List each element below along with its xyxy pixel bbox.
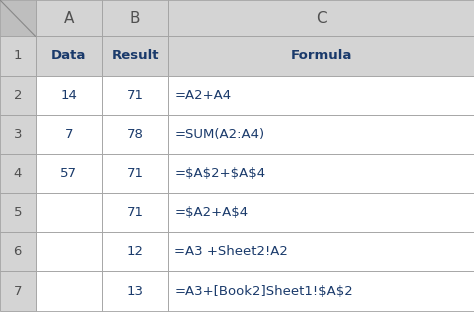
Text: 6: 6 [14, 245, 22, 258]
Bar [102, 76, 168, 115]
Text: 5: 5 [14, 206, 22, 219]
Bar [36, 193, 102, 232]
Bar [0, 154, 36, 193]
Bar [168, 36, 474, 76]
Text: 12: 12 [127, 245, 144, 258]
Bar [36, 76, 102, 115]
Text: Formula: Formula [291, 49, 352, 63]
Text: 14: 14 [60, 88, 77, 102]
Bar [168, 271, 474, 311]
Text: 2: 2 [14, 88, 22, 102]
Text: 13: 13 [127, 284, 144, 298]
Bar [36, 36, 102, 76]
Text: 1: 1 [14, 49, 22, 63]
Text: 57: 57 [60, 167, 77, 180]
Text: Result: Result [111, 49, 159, 63]
Text: 71: 71 [127, 88, 144, 102]
Text: 3: 3 [14, 128, 22, 141]
Bar [102, 0, 168, 36]
Bar [0, 193, 36, 232]
Bar [102, 271, 168, 311]
Bar [168, 76, 474, 115]
Bar [168, 115, 474, 154]
Bar [102, 36, 168, 76]
Text: B: B [130, 11, 140, 26]
Bar [36, 0, 102, 36]
Text: 71: 71 [127, 206, 144, 219]
Bar [0, 271, 36, 311]
Bar [0, 76, 36, 115]
Text: 7: 7 [14, 284, 22, 298]
Bar [36, 232, 102, 271]
Bar [36, 115, 102, 154]
Text: =\$A\$2+\$A\$4: =\$A\$2+\$A\$4 [174, 167, 265, 180]
Bar [36, 154, 102, 193]
Text: A: A [64, 11, 74, 26]
Bar [0, 232, 36, 271]
Text: Data: Data [51, 49, 86, 63]
Text: C: C [316, 11, 327, 26]
Bar [102, 232, 168, 271]
Text: =A2+A4: =A2+A4 [174, 88, 232, 102]
Bar [0, 36, 36, 76]
Text: 78: 78 [127, 128, 144, 141]
Text: 4: 4 [14, 167, 22, 180]
Bar [168, 193, 474, 232]
Bar [0, 0, 36, 36]
Bar [102, 115, 168, 154]
Bar [168, 232, 474, 271]
Bar [36, 271, 102, 311]
Text: =A3+[Book2]Sheet1!\$A\$2: =A3+[Book2]Sheet1!\$A\$2 [174, 284, 353, 298]
Bar [168, 0, 474, 36]
Bar [168, 154, 474, 193]
Bar [0, 115, 36, 154]
Bar [102, 154, 168, 193]
Text: 7: 7 [64, 128, 73, 141]
Text: 71: 71 [127, 167, 144, 180]
Text: =A3 +Sheet2!A2: =A3 +Sheet2!A2 [174, 245, 288, 258]
Text: =\$A2+A\$4: =\$A2+A\$4 [174, 206, 248, 219]
Bar [102, 193, 168, 232]
Text: =SUM(A2:A4): =SUM(A2:A4) [174, 128, 264, 141]
